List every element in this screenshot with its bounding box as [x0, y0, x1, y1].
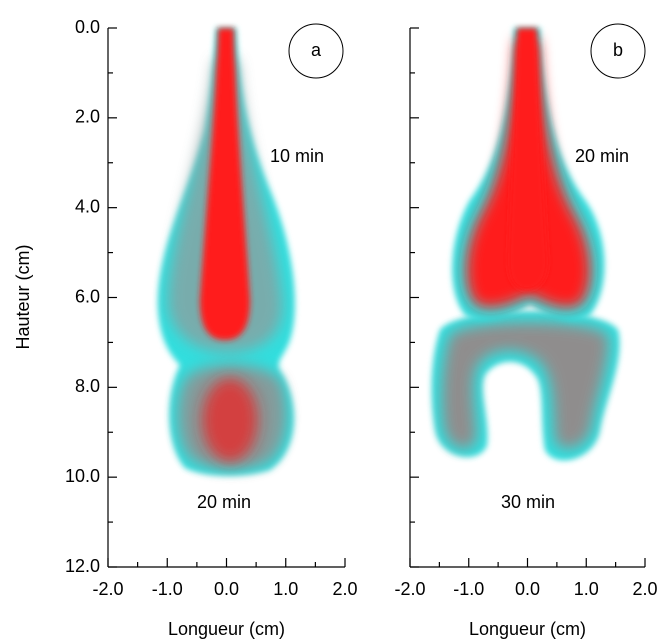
y-axis-label: Hauteur (cm) — [13, 244, 33, 349]
y-tick-label: 6.0 — [75, 286, 100, 306]
x-tick-label: -2.0 — [394, 579, 425, 599]
plume-b — [431, 28, 620, 461]
y-tick-label: 8.0 — [75, 376, 100, 396]
x-tick-label: -2.0 — [92, 579, 123, 599]
x-tick-label: 2.0 — [332, 579, 357, 599]
y-tick-label: 4.0 — [75, 196, 100, 216]
x-tick-label: 0.0 — [515, 579, 540, 599]
y-tick-label: 0.0 — [75, 17, 100, 37]
panel-label: b — [613, 40, 623, 60]
annotation: 10 min — [270, 146, 324, 166]
x-axis-label: Longueur (cm) — [469, 619, 586, 639]
annotation: 20 min — [575, 146, 629, 166]
x-tick-label: 1.0 — [574, 579, 599, 599]
x-tick-label: 2.0 — [632, 579, 657, 599]
x-tick-label: 1.0 — [273, 579, 298, 599]
y-tick-label: 2.0 — [75, 107, 100, 127]
x-axis-label: Longueur (cm) — [168, 619, 285, 639]
panel-circle — [590, 23, 646, 79]
annotation: 30 min — [501, 492, 555, 512]
x-tick-label: -1.0 — [152, 579, 183, 599]
annotation: 20 min — [197, 492, 251, 512]
x-tick-label: 0.0 — [214, 579, 239, 599]
x-tick-label: -1.0 — [453, 579, 484, 599]
panel-circle — [288, 23, 344, 79]
y-tick-label: 10.0 — [65, 466, 100, 486]
plume-a — [157, 28, 295, 476]
panel-label: a — [311, 40, 322, 60]
y-tick-label: 12.0 — [65, 556, 100, 576]
